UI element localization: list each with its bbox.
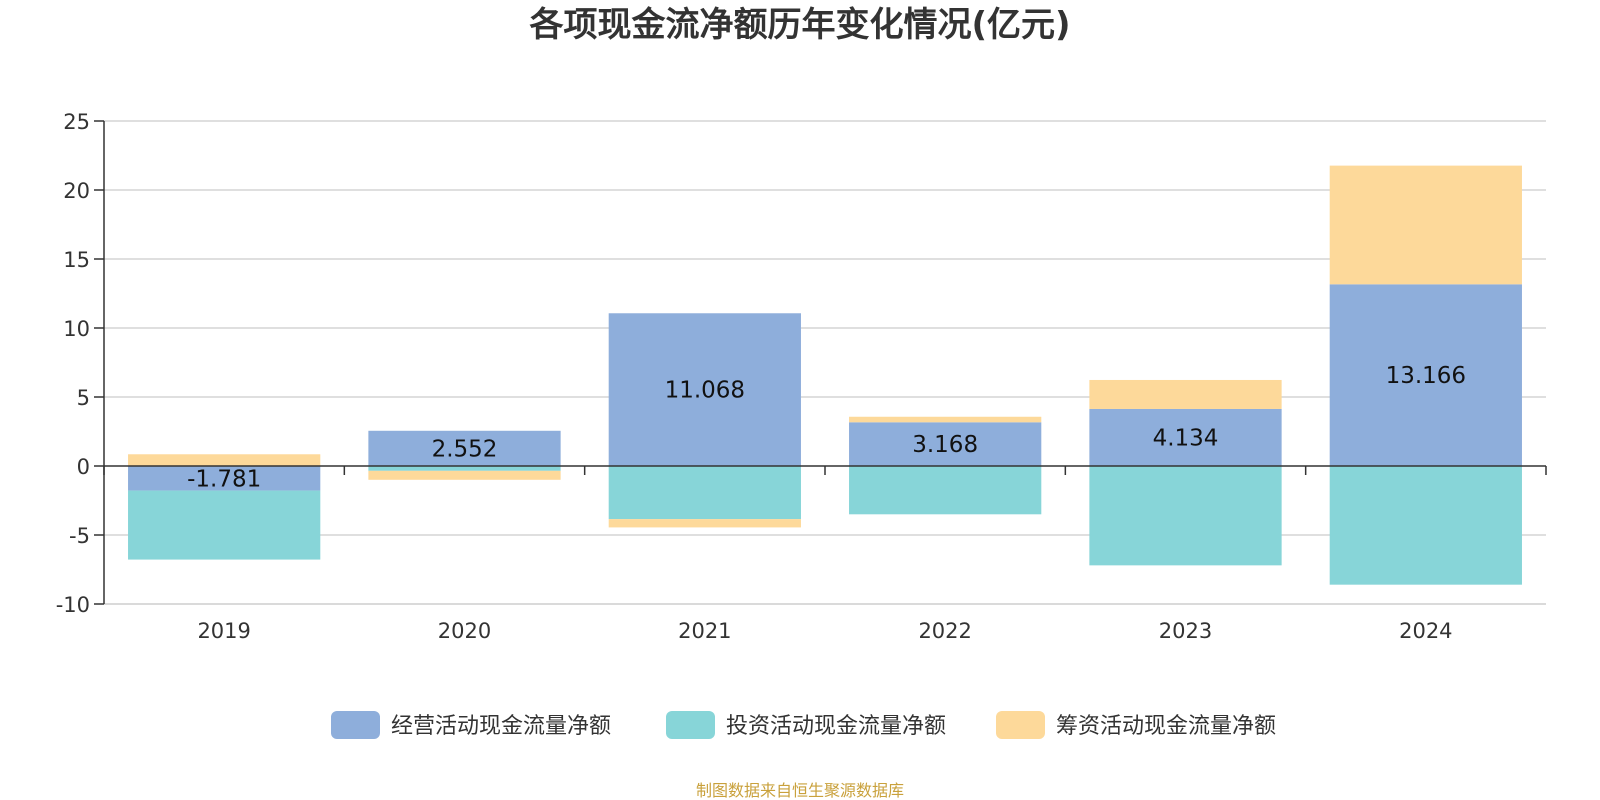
source-note: 制图数据来自恒生聚源数据库 <box>696 781 904 800</box>
legend-label: 经营活动现金流量净额 <box>391 714 611 739</box>
data-label: 2.552 <box>432 436 498 462</box>
bar-segment <box>608 466 801 520</box>
bar-segment <box>368 430 561 466</box>
legend-label: 筹资活动现金流量净额 <box>1056 714 1276 739</box>
bar-segment <box>608 313 801 466</box>
bar-segment <box>1089 408 1282 466</box>
bar-segment <box>1329 466 1522 585</box>
bar-segment <box>128 490 321 560</box>
bar-segment <box>849 422 1042 466</box>
bar-segment <box>128 454 321 466</box>
y-tick-label: -10 <box>56 593 90 617</box>
y-tick-label: 15 <box>63 248 90 272</box>
x-tick-label: 2020 <box>438 619 491 643</box>
data-label: 3.168 <box>912 432 978 458</box>
legend: 经营活动现金流量净额 投资活动现金流量净额 筹资活动现金流量净额 <box>331 711 1276 739</box>
bar-segment <box>608 519 801 528</box>
x-tick-label: 2023 <box>1159 619 1212 643</box>
bar-segment <box>1089 466 1282 566</box>
bar-segment <box>849 466 1042 515</box>
legend-label: 投资活动现金流量净额 <box>726 714 946 739</box>
bar-segment <box>368 466 561 471</box>
bar-segment <box>128 466 321 491</box>
y-tick-label: 5 <box>77 386 90 410</box>
x-tick-label: 2024 <box>1399 619 1452 643</box>
y-tick-label: 20 <box>63 179 90 203</box>
y-tick-label: 0 <box>77 455 90 479</box>
data-label: 13.166 <box>1386 363 1466 389</box>
data-label: -1.781 <box>187 466 261 492</box>
bars <box>128 165 1522 585</box>
bar-segment <box>849 416 1042 423</box>
legend-swatch <box>996 711 1045 739</box>
chart-title: 各项现金流净额历年变化情况(亿元) <box>529 5 1070 45</box>
data-labels: -1.781 2.552 11.068 3.168 4.134 13.166 <box>187 363 1466 492</box>
bar-segment <box>1329 165 1522 285</box>
bar-segment <box>368 470 561 480</box>
grid-lines <box>104 120 1546 605</box>
y-tick-label: 10 <box>63 317 90 341</box>
x-tick-label: 2019 <box>197 619 250 643</box>
data-label: 11.068 <box>665 378 745 404</box>
legend-swatch <box>331 711 380 739</box>
bar-segment <box>1089 379 1282 409</box>
data-label: 4.134 <box>1153 425 1219 451</box>
y-tick-label: 25 <box>63 110 90 134</box>
y-tick-label: -5 <box>69 524 90 548</box>
bar-segment <box>1329 284 1522 466</box>
x-tick-label: 2021 <box>678 619 731 643</box>
axes: 25 20 15 10 5 0 -5 -10 2019 2020 2021 2022 2023 2024 <box>56 110 1547 643</box>
legend-swatch <box>666 711 715 739</box>
x-tick-label: 2022 <box>918 619 971 643</box>
